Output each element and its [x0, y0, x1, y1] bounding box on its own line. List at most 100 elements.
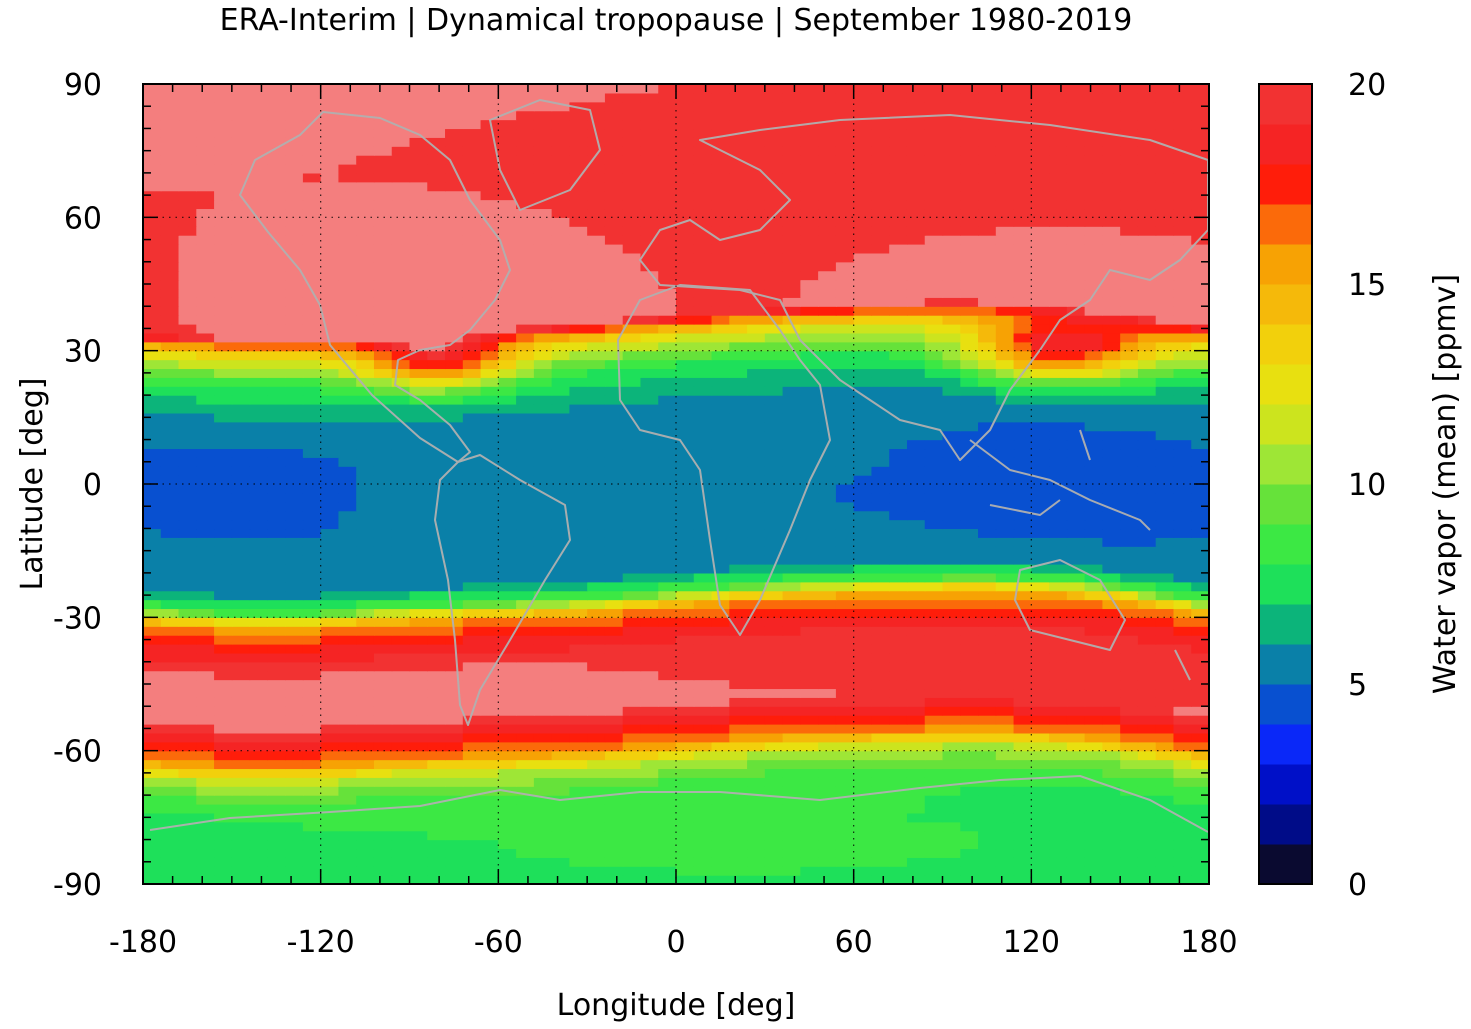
heatmap-cell: [214, 492, 233, 503]
heatmap-cell: [978, 626, 997, 636]
heatmap-cell: [871, 288, 890, 298]
heatmap-cell: [587, 572, 606, 583]
heatmap-cell: [551, 706, 570, 716]
heatmap-cell: [818, 875, 837, 884]
heatmap-cell: [622, 786, 642, 796]
heatmap-cell: [729, 332, 748, 343]
heatmap-cell: [480, 546, 499, 556]
heatmap-cell: [1031, 172, 1050, 183]
heatmap-cell: [1173, 421, 1192, 432]
heatmap-cell: [391, 555, 411, 565]
heatmap-cell: [747, 350, 766, 361]
heatmap-cell: [676, 181, 695, 192]
heatmap-cell: [427, 439, 446, 450]
heatmap-cell: [551, 404, 570, 414]
heatmap-cell: [587, 279, 606, 290]
heatmap-cell: [285, 857, 304, 867]
heatmap-cell: [516, 706, 535, 716]
heatmap-cell: [409, 608, 428, 618]
heatmap-cell: [942, 199, 961, 210]
heatmap-cell: [924, 386, 944, 396]
heatmap-cell: [871, 572, 890, 583]
heatmap-cell: [942, 519, 961, 530]
heatmap-cell: [871, 679, 890, 690]
heatmap-cell: [1120, 315, 1139, 325]
heatmap-cell: [906, 821, 926, 832]
heatmap-cell: [960, 652, 979, 663]
heatmap-cell: [640, 697, 659, 707]
heatmap-cell: [569, 679, 588, 690]
heatmap-cell: [231, 146, 251, 156]
heatmap-cell: [871, 759, 890, 770]
heatmap-cell: [764, 804, 784, 814]
heatmap-cell: [1031, 768, 1050, 778]
heatmap-cell: [320, 448, 340, 458]
heatmap-cell: [1013, 732, 1032, 743]
heatmap-cell: [1066, 395, 1086, 405]
heatmap-cell: [516, 448, 535, 458]
heatmap-cell: [302, 261, 322, 272]
heatmap-cell: [853, 608, 873, 618]
heatmap-cell: [818, 324, 837, 334]
heatmap-cell: [871, 697, 890, 707]
heatmap-cell: [818, 750, 837, 761]
heatmap-cell: [160, 208, 180, 218]
heatmap-cell: [622, 172, 642, 183]
heatmap-cell: [285, 288, 304, 298]
heatmap-cell: [427, 404, 446, 414]
heatmap-cell: [853, 359, 873, 370]
heatmap-cell: [480, 697, 499, 707]
heatmap-cell: [924, 768, 944, 778]
heatmap-cell: [1031, 608, 1050, 618]
heatmap-cell: [267, 537, 286, 547]
heatmap-cell: [462, 528, 482, 538]
heatmap-cell: [302, 457, 322, 467]
heatmap-cell: [373, 501, 393, 512]
heatmap-cell: [1173, 652, 1192, 663]
heatmap-cell: [1013, 146, 1032, 156]
heatmap-cell: [445, 732, 464, 743]
heatmap-cell: [569, 572, 588, 583]
heatmap-cell: [391, 617, 411, 627]
heatmap-cell: [853, 368, 873, 378]
heatmap-cell: [800, 324, 819, 334]
heatmap-cell: [640, 670, 659, 681]
heatmap-cell: [711, 306, 730, 316]
heatmap-cell: [302, 270, 322, 281]
heatmap-cell: [853, 528, 873, 538]
heatmap-cell: [516, 315, 535, 325]
heatmap-cell: [409, 484, 428, 494]
heatmap-cell: [871, 252, 890, 263]
heatmap-cell: [658, 679, 677, 690]
heatmap-cell: [249, 617, 268, 627]
heatmap-cell: [1137, 830, 1157, 841]
heatmap-cell: [747, 857, 766, 867]
heatmap-cell: [889, 146, 908, 156]
heatmap-cell: [409, 564, 428, 574]
heatmap-cell: [214, 795, 233, 805]
heatmap-cell: [853, 804, 873, 814]
heatmap-cell: [409, 448, 428, 458]
heatmap-cell: [391, 804, 411, 814]
heatmap-cell: [960, 724, 979, 734]
heatmap-cell: [302, 484, 322, 494]
heatmap-cell: [409, 172, 428, 183]
heatmap-cell: [498, 519, 517, 530]
heatmap-cell: [871, 741, 890, 752]
heatmap-cell: [267, 466, 286, 476]
heatmap-cell: [995, 795, 1015, 805]
heatmap-cell: [516, 732, 535, 743]
heatmap-cell: [729, 484, 748, 494]
heatmap-cell: [249, 537, 268, 547]
heatmap-cell: [676, 448, 695, 458]
heatmap-cell: [889, 288, 908, 298]
heatmap-cell: [676, 857, 695, 867]
heatmap-cell: [338, 199, 357, 210]
heatmap-cell: [249, 475, 268, 485]
heatmap-cell: [338, 315, 357, 325]
heatmap-cell: [978, 759, 997, 770]
heatmap-cell: [924, 457, 944, 467]
heatmap-cell: [391, 528, 411, 538]
heatmap-cell: [178, 404, 197, 414]
heatmap-cell: [1031, 359, 1050, 370]
